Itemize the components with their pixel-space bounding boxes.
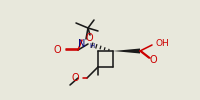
Text: O: O [85, 33, 93, 43]
Polygon shape [113, 48, 140, 54]
Text: OH: OH [155, 40, 169, 48]
Text: H: H [89, 42, 94, 48]
Text: O: O [53, 45, 61, 55]
Text: O: O [71, 73, 79, 83]
Text: N: N [78, 39, 85, 49]
Text: O: O [150, 55, 158, 65]
